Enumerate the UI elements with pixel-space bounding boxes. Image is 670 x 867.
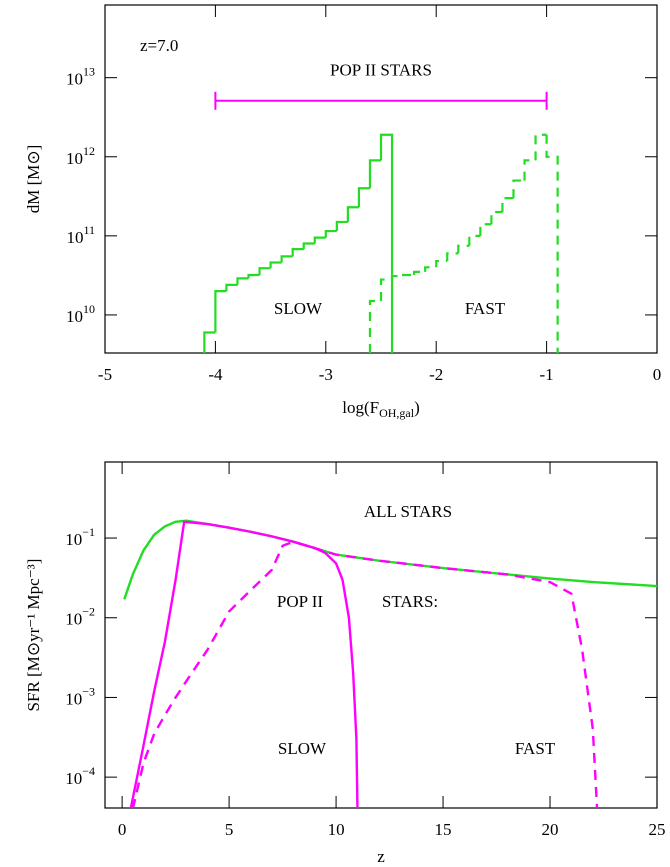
- x-axis-label-part: ): [414, 398, 420, 417]
- y-tick-exponent: 13: [83, 64, 95, 78]
- y-tick-exponent: −4: [82, 764, 95, 778]
- histogram-step: [225, 283, 238, 292]
- y-axis-label: SFR [M⊙yr⁻¹ Mpc⁻³]: [24, 559, 43, 712]
- y-tick-base: 10: [66, 307, 83, 326]
- histogram-step: [346, 206, 359, 222]
- x-tick-label: -1: [540, 365, 554, 384]
- y-tick-label: 10−4: [65, 764, 95, 788]
- y-tick-exponent: −2: [82, 604, 95, 618]
- x-tick-label: -3: [319, 365, 333, 384]
- annotation: FAST: [515, 739, 556, 758]
- histogram-step: [203, 331, 216, 353]
- x-tick-label: 5: [225, 820, 234, 839]
- histogram-step: [269, 261, 282, 269]
- annotation: SLOW: [278, 739, 327, 758]
- y-tick-label: 10−3: [65, 684, 95, 708]
- histogram-step: [490, 210, 503, 225]
- histogram-step: [512, 179, 525, 199]
- y-tick-label: 10−2: [65, 604, 95, 628]
- y-tick-label: 10−1: [65, 525, 95, 549]
- y-tick-label: 1010: [66, 302, 95, 326]
- histogram-step: [379, 278, 393, 301]
- histogram-step: [214, 290, 227, 333]
- histogram-step: [390, 274, 404, 280]
- y-tick-base: 10: [66, 149, 83, 168]
- annotation: SLOW: [274, 299, 323, 318]
- x-tick-label: -2: [429, 365, 443, 384]
- histogram-step: [468, 234, 481, 246]
- axis-box: [104, 461, 658, 809]
- y-tick-exponent: −3: [82, 684, 95, 698]
- x-tick-label: -4: [208, 365, 223, 384]
- x-axis-label: z: [377, 847, 385, 866]
- y-axis-label: dM [M⊙]: [24, 145, 43, 214]
- x-tick-label: 0: [118, 820, 127, 839]
- histogram-step: [501, 197, 514, 213]
- range-bar-label: POP II STARS: [330, 61, 432, 80]
- histogram-step: [446, 252, 459, 262]
- annotation: ALL STARS: [364, 502, 452, 521]
- x-axis-label-part: log(F: [342, 398, 379, 417]
- histogram-step: [413, 270, 426, 275]
- annotation: FAST: [465, 299, 506, 318]
- histogram-step: [357, 187, 370, 208]
- histogram-step: [335, 220, 348, 232]
- histogram-step: [435, 259, 448, 268]
- histogram-step: [534, 133, 547, 161]
- x-tick-label: -5: [98, 365, 112, 384]
- annotation: STARS:: [382, 592, 438, 611]
- histogram-step: [247, 273, 260, 279]
- y-tick-exponent: 11: [83, 223, 95, 237]
- histogram-step: [302, 242, 315, 250]
- y-tick-base: 10: [65, 530, 82, 549]
- histogram-step: [479, 223, 492, 236]
- histogram-step: [457, 244, 470, 254]
- histogram-step: [545, 134, 559, 353]
- x-axis-label: log(FOH,gal): [342, 398, 420, 420]
- y-tick-exponent: 12: [83, 144, 95, 158]
- histogram-step: [401, 273, 415, 277]
- x-tick-label: 25: [649, 820, 666, 839]
- histogram-step: [236, 277, 249, 285]
- y-tick-exponent: 10: [83, 302, 95, 316]
- histogram-step: [368, 299, 381, 353]
- y-tick-base: 10: [66, 228, 83, 247]
- line-series: [123, 519, 657, 600]
- y-tick-label: 1012: [66, 144, 95, 168]
- histogram-step: [258, 267, 271, 275]
- annotation: POP II: [277, 592, 323, 611]
- data-layer: [203, 133, 559, 353]
- y-tick-base: 10: [65, 610, 82, 629]
- histogram-step: [379, 133, 394, 353]
- annotation: z=7.0: [140, 36, 178, 55]
- y-tick-exponent: −1: [82, 525, 95, 539]
- histogram-step: [313, 236, 326, 244]
- y-tick-base: 10: [66, 70, 83, 89]
- y-tick-label: 1013: [66, 64, 95, 88]
- x-tick-label: 20: [542, 820, 559, 839]
- x-tick-label: 0: [653, 365, 662, 384]
- y-tick-label: 1011: [66, 223, 95, 247]
- y-tick-base: 10: [65, 769, 82, 788]
- histogram-step: [424, 266, 437, 272]
- x-tick-label: 15: [435, 820, 452, 839]
- histogram-step: [523, 159, 536, 181]
- histogram-step: [291, 247, 304, 257]
- line-series: [129, 520, 359, 808]
- histogram-step: [324, 229, 337, 238]
- x-axis-label-sub: OH,gal: [379, 406, 415, 420]
- y-tick-base: 10: [65, 689, 82, 708]
- histogram-step: [368, 159, 381, 189]
- line-series: [131, 540, 599, 808]
- histogram-step: [280, 255, 293, 263]
- x-tick-label: 10: [328, 820, 345, 839]
- axis-box: [104, 4, 658, 354]
- data-layer: [123, 519, 657, 808]
- plot: -5 -4 -3 -2 -1 01010101110121013log(FOH,gal)d…: [24, 4, 662, 420]
